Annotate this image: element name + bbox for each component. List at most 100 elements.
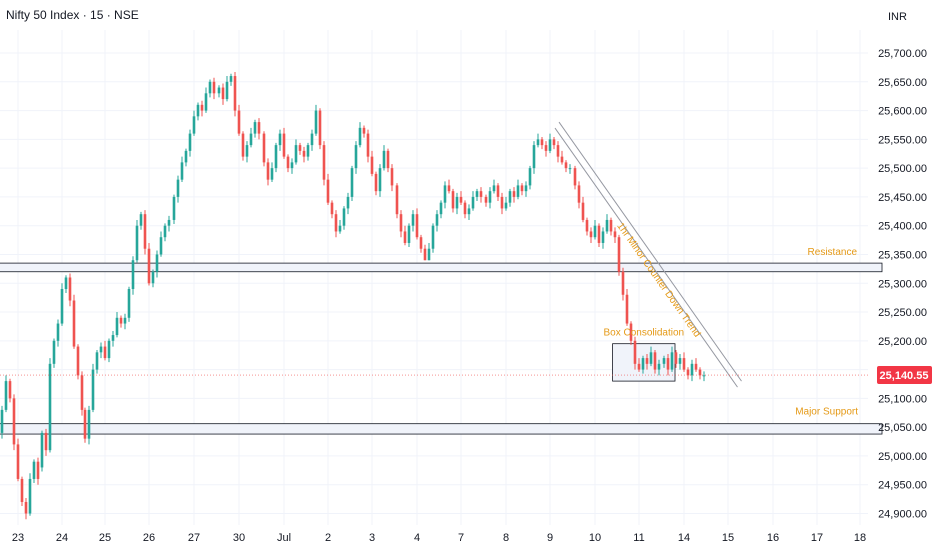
candle[interactable] — [68, 277, 72, 301]
candle[interactable] — [91, 369, 95, 410]
candle[interactable] — [326, 179, 330, 203]
candle[interactable] — [0, 409, 4, 433]
candle[interactable] — [399, 214, 403, 232]
candle[interactable] — [16, 444, 20, 479]
candle[interactable] — [674, 352, 678, 364]
candle[interactable] — [366, 133, 370, 157]
candle[interactable] — [298, 145, 302, 151]
candle[interactable] — [278, 133, 282, 146]
candle[interactable] — [528, 168, 532, 186]
candle[interactable] — [286, 156, 290, 169]
candle[interactable] — [200, 104, 204, 111]
candle[interactable] — [581, 202, 585, 220]
candle[interactable] — [427, 248, 431, 261]
candle[interactable] — [447, 185, 451, 192]
candle[interactable] — [257, 122, 261, 134]
candle[interactable] — [662, 358, 666, 364]
candle[interactable] — [80, 375, 84, 410]
candle[interactable] — [641, 358, 645, 370]
candle[interactable] — [577, 185, 581, 203]
candle[interactable] — [314, 110, 318, 134]
candle[interactable] — [621, 271, 625, 295]
candle[interactable] — [20, 478, 24, 502]
candle[interactable] — [629, 323, 633, 341]
candle[interactable] — [123, 317, 127, 324]
candle[interactable] — [40, 432, 44, 468]
candle[interactable] — [653, 352, 657, 370]
candle[interactable] — [370, 156, 374, 174]
candle[interactable] — [475, 191, 479, 197]
candle[interactable] — [362, 127, 366, 134]
candle[interactable] — [135, 225, 139, 261]
candle[interactable] — [552, 139, 556, 146]
candle[interactable] — [354, 145, 358, 169]
trendline-group[interactable] — [554, 121, 742, 388]
candle[interactable] — [208, 81, 212, 94]
candle[interactable] — [508, 191, 512, 203]
candle[interactable] — [690, 363, 694, 376]
candle[interactable] — [568, 168, 572, 170]
candle[interactable] — [147, 248, 151, 284]
candle[interactable] — [270, 168, 274, 180]
candle[interactable] — [274, 145, 278, 169]
candles[interactable] — [0, 72, 706, 520]
candle[interactable] — [431, 225, 435, 249]
candle[interactable] — [573, 168, 577, 186]
candle[interactable] — [87, 409, 91, 439]
candle[interactable] — [52, 340, 56, 364]
candle[interactable] — [159, 237, 163, 255]
candle[interactable] — [64, 277, 68, 290]
candle[interactable] — [666, 358, 670, 370]
candle[interactable] — [698, 369, 702, 376]
candle[interactable] — [83, 409, 87, 439]
x-axis[interactable]: 23 24 25 26 27 30 Jul 2 3 4 7 8 9 10 11 14 15 16 17 18 — [12, 532, 866, 544]
candle[interactable] — [403, 231, 407, 243]
candle[interactable] — [131, 260, 135, 290]
candle[interactable] — [378, 168, 382, 192]
candle[interactable] — [471, 196, 475, 209]
candle[interactable] — [358, 127, 362, 146]
candle[interactable] — [12, 398, 16, 445]
candle[interactable] — [560, 156, 564, 163]
candle[interactable] — [184, 150, 188, 163]
candle[interactable] — [290, 162, 294, 169]
candle[interactable] — [374, 173, 378, 192]
candle[interactable] — [36, 461, 40, 479]
candle[interactable] — [597, 225, 601, 243]
candle[interactable] — [455, 196, 459, 209]
candle[interactable] — [585, 219, 589, 232]
candle[interactable] — [196, 104, 200, 117]
candle[interactable] — [512, 191, 516, 197]
candle[interactable] — [443, 185, 447, 203]
candle[interactable] — [225, 81, 229, 100]
candle[interactable] — [504, 202, 508, 209]
candle[interactable] — [682, 358, 686, 370]
candle[interactable] — [625, 294, 629, 324]
candle[interactable] — [322, 145, 326, 180]
candle[interactable] — [180, 162, 184, 180]
candle[interactable] — [350, 168, 354, 197]
candle[interactable] — [318, 110, 322, 146]
candle[interactable] — [188, 133, 192, 151]
candle[interactable] — [694, 363, 698, 370]
trendline-lower[interactable] — [554, 127, 738, 388]
candle[interactable] — [221, 87, 225, 100]
candle[interactable] — [556, 145, 560, 157]
candle[interactable] — [143, 214, 147, 249]
candle[interactable] — [613, 231, 617, 238]
candle[interactable] — [411, 214, 415, 226]
candle[interactable] — [686, 369, 690, 376]
candle[interactable] — [678, 358, 682, 364]
candle[interactable] — [28, 478, 32, 514]
candle[interactable] — [593, 225, 597, 238]
candle[interactable] — [155, 254, 159, 272]
candle[interactable] — [111, 335, 115, 341]
candle[interactable] — [115, 317, 119, 336]
candle[interactable] — [139, 214, 143, 226]
candle[interactable] — [44, 432, 48, 451]
candle[interactable] — [229, 76, 233, 82]
candle[interactable] — [60, 289, 64, 324]
candle[interactable] — [8, 381, 12, 399]
candle[interactable] — [192, 116, 196, 134]
